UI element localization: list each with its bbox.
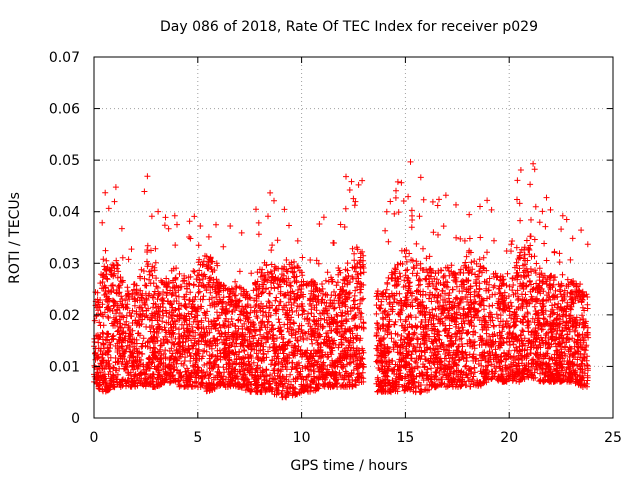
y-tick-label: 0 <box>71 411 80 427</box>
y-tick-label: 0.03 <box>49 256 80 272</box>
y-tick-label: 0.01 <box>49 359 80 375</box>
chart-title: Day 086 of 2018, Rate Of TEC Index for r… <box>160 19 538 35</box>
y-tick-label: 0.05 <box>49 153 80 169</box>
y-tick-label: 0.04 <box>49 205 80 221</box>
x-tick-label: 20 <box>500 430 518 446</box>
x-tick-label: 10 <box>293 430 311 446</box>
roti-points <box>91 158 592 401</box>
y-tick-label: 0.07 <box>49 50 80 66</box>
data-points <box>91 158 592 401</box>
x-tick-label: 15 <box>396 430 414 446</box>
y-tick-label: 0.06 <box>49 102 80 118</box>
x-tick-label: 5 <box>193 430 202 446</box>
x-tick-label: 25 <box>604 430 622 446</box>
axis-ticks: 0 5 10 15 20 25 0 0.01 0.02 0.03 0.04 0.05 0.06 0.07 <box>49 50 622 446</box>
y-tick-label: 0.02 <box>49 308 80 324</box>
x-tick-label: 0 <box>90 430 99 446</box>
x-axis-label: GPS time / hours <box>290 458 407 474</box>
y-axis-label: ROTI / TECUs <box>7 192 23 284</box>
plot-frame <box>93 56 614 419</box>
